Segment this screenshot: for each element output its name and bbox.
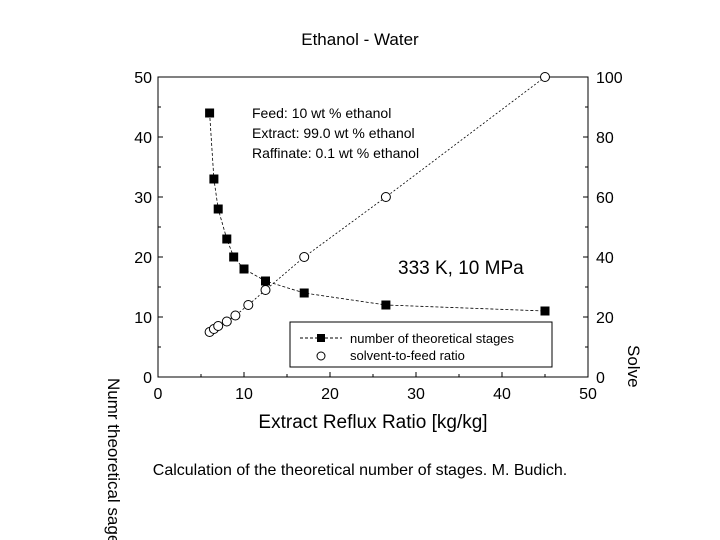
solvent-ratio-point — [243, 300, 254, 310]
y2-tick-label: 20 — [596, 310, 614, 327]
bottom-axis: 0 10 20 30 40 50 — [154, 372, 597, 403]
y2-tick-label: 60 — [596, 190, 614, 207]
series-line — [209, 112, 546, 312]
stage-point — [213, 204, 223, 214]
legend-box — [289, 321, 553, 368]
solvent-ratio-point — [299, 252, 310, 262]
stage-point — [540, 306, 550, 316]
x-tick-label: 0 — [154, 386, 163, 403]
solvent-ratio-point — [221, 316, 232, 327]
y-tick-label: 20 — [134, 250, 152, 267]
annotation-feed: Feed: 10 wt % ethanol — [252, 105, 391, 121]
legend-label-stages: number of theoretical stages — [350, 331, 515, 346]
fit-curves — [209, 76, 546, 333]
stage-point — [209, 174, 219, 184]
solvent-ratio-point — [260, 285, 271, 295]
solvent-ratio-point — [540, 72, 550, 82]
stage-point — [229, 252, 239, 262]
y-tick-label: 50 — [134, 70, 152, 87]
stage-point — [261, 276, 270, 286]
x-tick-label: 50 — [579, 386, 597, 403]
x-tick-label: 40 — [493, 386, 511, 403]
x-tick-label: 30 — [407, 386, 425, 403]
legend: number of theoretical stages solvent-to-… — [289, 321, 553, 368]
right-axis: 0 20 40 60 80 100 — [583, 70, 623, 387]
x-axis-label: Extract Reflux Ratio [kg/kg] — [258, 412, 487, 433]
y2-tick-label: 40 — [596, 250, 614, 267]
figure-caption: Calculation of the theoretical number of… — [152, 462, 568, 479]
left-axis: 0 10 20 30 40 50 — [134, 70, 163, 387]
legend-marker-stages — [317, 334, 325, 342]
stage-point — [205, 108, 215, 118]
chart-title: Ethanol - Water — [301, 30, 419, 49]
x-tick-label: 10 — [235, 386, 253, 403]
y-tick-label: 10 — [134, 310, 152, 327]
y-axis-label-garbled: Numr theoretical sages — [104, 378, 123, 540]
annotation-state: 333 K, 10 MPa — [398, 258, 524, 279]
legend-label-solvent: solvent-to-feed ratio — [350, 348, 465, 363]
data-marks — [204, 72, 550, 337]
y2-tick-label: 100 — [596, 70, 623, 87]
stage-point — [381, 300, 391, 310]
legend-marker-solvent — [316, 351, 326, 361]
y2-tick-label: 80 — [596, 130, 614, 147]
y2-tick-label: 0 — [596, 370, 605, 387]
solvent-ratio-point — [380, 192, 391, 202]
solvent-ratio-point — [213, 321, 224, 331]
stage-point — [222, 234, 232, 244]
x-tick-label: 20 — [321, 386, 339, 403]
annotation-extract: Extract: 99.0 wt % ethanol — [252, 125, 415, 141]
y-tick-label: 40 — [134, 130, 152, 147]
conditions-annotation: Feed: 10 wt % ethanol Extract: 99.0 wt %… — [252, 105, 419, 161]
y-tick-label: 30 — [134, 190, 152, 207]
stage-point — [239, 264, 249, 274]
stage-point — [299, 288, 309, 298]
y-tick-label: 0 — [143, 370, 152, 387]
annotation-raffinate: Raffinate: 0.1 wt % ethanol — [252, 145, 419, 161]
y2-axis-label: Solve — [624, 345, 643, 388]
solvent-ratio-point — [230, 310, 241, 321]
